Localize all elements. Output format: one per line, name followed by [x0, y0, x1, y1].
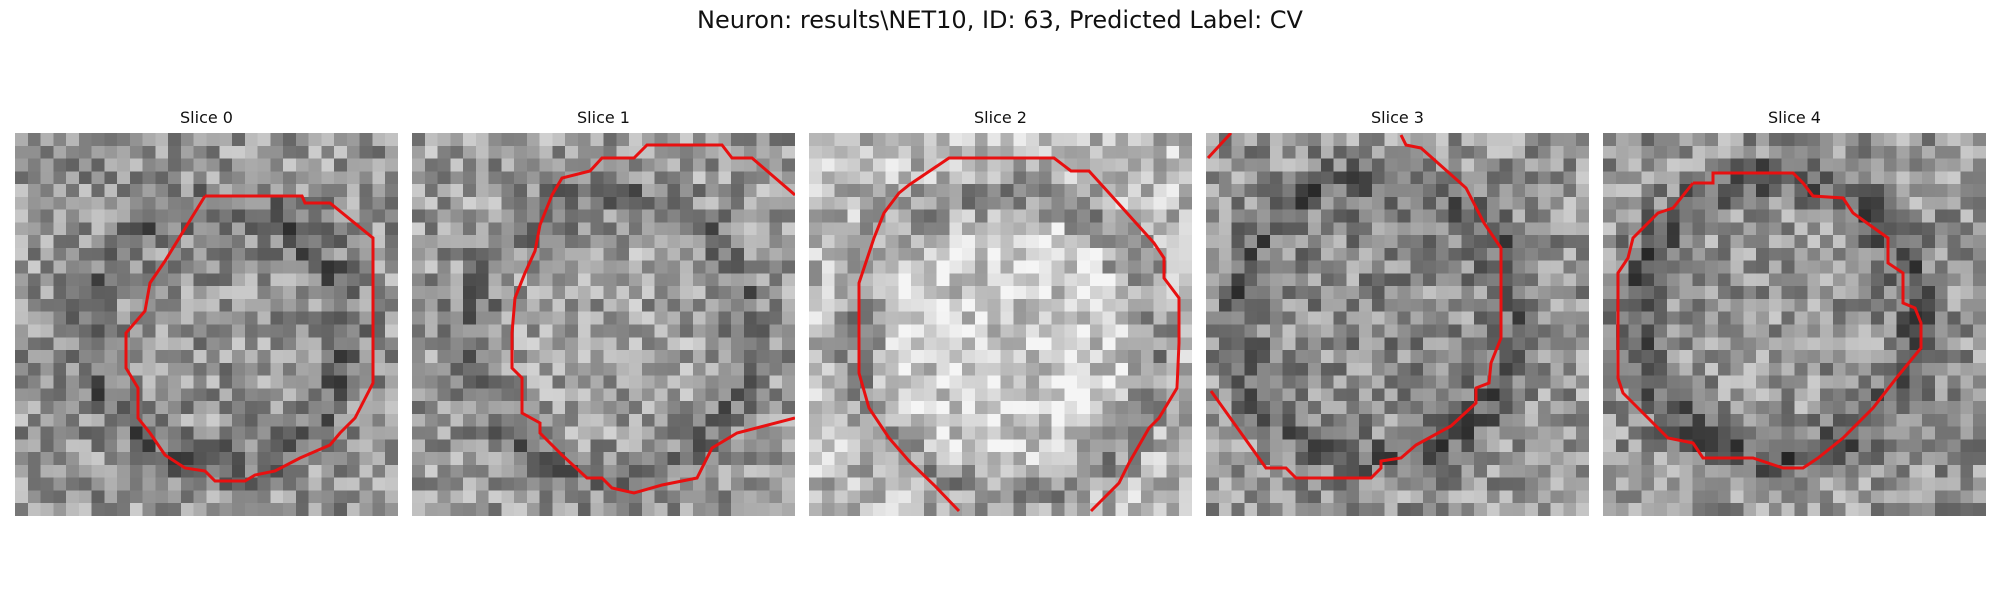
slice-contour-4	[1616, 171, 1923, 470]
slice-image-2	[809, 133, 1192, 516]
slice-panel-1: Slice 1	[412, 108, 795, 516]
slice-contour-3	[1206, 133, 1503, 480]
slice-title-0: Slice 0	[180, 108, 233, 127]
slice-panel-2: Slice 2	[809, 108, 1192, 516]
slice-image-1	[412, 133, 795, 516]
slice-panel-4: Slice 4	[1603, 108, 1986, 516]
slice-panel-3: Slice 3	[1206, 108, 1589, 516]
slice-image-3	[1206, 133, 1589, 516]
slice-contour-1	[510, 143, 795, 495]
slice-panel-0: Slice 0	[15, 108, 398, 516]
figure-title: Neuron: results\NET10, ID: 63, Predicted…	[697, 6, 1303, 34]
slice-contour-0	[124, 194, 375, 483]
slice-contour-2	[857, 156, 1181, 513]
slice-title-3: Slice 3	[1371, 108, 1424, 127]
slice-title-2: Slice 2	[974, 108, 1027, 127]
slice-title-1: Slice 1	[577, 108, 630, 127]
slice-title-4: Slice 4	[1768, 108, 1821, 127]
